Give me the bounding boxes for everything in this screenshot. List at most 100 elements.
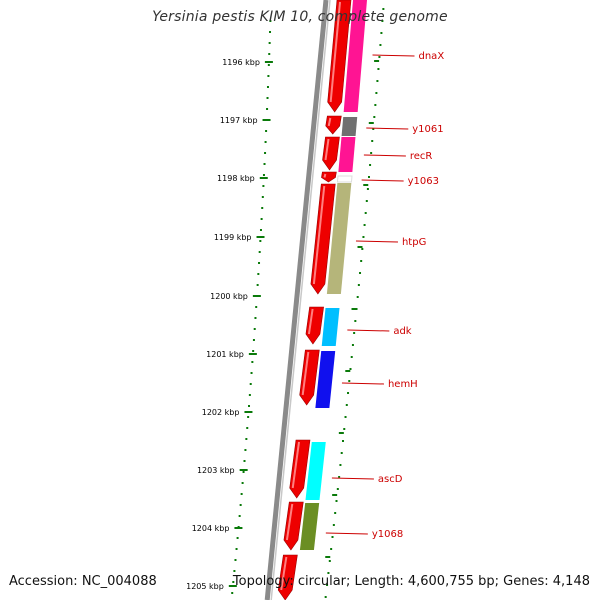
ruler-dot bbox=[258, 251, 261, 253]
outer-dot bbox=[365, 200, 368, 202]
outer-dash bbox=[325, 556, 331, 558]
ruler-dot bbox=[266, 86, 269, 88]
outer-tick-track bbox=[324, 8, 385, 598]
leader-line-ascD bbox=[331, 477, 374, 480]
ruler-major-tick bbox=[256, 236, 265, 238]
accession-label: Accession: NC_004088 bbox=[9, 574, 157, 589]
ruler-dot bbox=[266, 97, 269, 99]
outer-dash bbox=[374, 60, 380, 62]
ruler-dot bbox=[258, 262, 261, 264]
ruler-dot bbox=[236, 537, 239, 539]
genome-backbone bbox=[264, 0, 331, 600]
gene-label-adk: adk bbox=[393, 326, 411, 337]
ruler-dot bbox=[253, 328, 256, 330]
ruler-major-tick bbox=[239, 469, 248, 471]
ruler-dot bbox=[254, 317, 257, 319]
gene-arrow bbox=[289, 439, 311, 499]
ruler-dot bbox=[267, 64, 270, 66]
ruler-dot bbox=[259, 229, 262, 231]
ruler-dot bbox=[259, 240, 262, 242]
kbp-label: 1204 kbp bbox=[192, 524, 230, 533]
gene-arrow-highlight bbox=[312, 185, 326, 285]
ruler-dot bbox=[261, 196, 264, 198]
outer-dot bbox=[330, 548, 333, 550]
kbp-label: 1197 kbp bbox=[220, 116, 258, 125]
outer-dot bbox=[369, 164, 372, 166]
kbp-label: 1200 kbp bbox=[210, 292, 248, 301]
outer-dot bbox=[359, 272, 362, 274]
ruler-dot bbox=[265, 130, 268, 132]
gene-label-y1068: y1068 bbox=[372, 529, 403, 540]
outer-dot bbox=[373, 116, 376, 118]
gene-arrow bbox=[327, 0, 352, 113]
gene-label-leaders: dnaX y1061 recR y1063 htpG adk hemH ascD y1068 bbox=[325, 51, 444, 540]
ruler-dot bbox=[269, 20, 272, 22]
outer-dash bbox=[351, 308, 357, 310]
gene-arrow bbox=[277, 554, 298, 600]
topology-label: Topology: circular; Length: 4,600,755 bp… bbox=[232, 574, 590, 589]
gene-arrow bbox=[299, 349, 320, 406]
leader-line-hemH bbox=[341, 382, 384, 385]
ruler-major-tick bbox=[244, 411, 253, 413]
outer-dot bbox=[366, 188, 369, 190]
gene-block-y1068 bbox=[299, 503, 320, 550]
gene-block-y1061 bbox=[341, 117, 358, 136]
kbp-label: 1203 kbp bbox=[197, 466, 235, 475]
ruler-dot bbox=[264, 152, 267, 154]
ruler-dot bbox=[249, 383, 252, 385]
outer-dot bbox=[376, 80, 379, 82]
ruler-dot bbox=[245, 438, 248, 440]
kbp-ruler: 1196 kbp 1197 kbp 1198 kbp 1199 kbp 1200 kbp… bbox=[186, 20, 273, 594]
outer-dash bbox=[368, 122, 374, 124]
outer-dot bbox=[335, 500, 338, 502]
ruler-major-tick bbox=[252, 295, 261, 297]
outer-dot bbox=[361, 248, 364, 250]
outer-dot bbox=[339, 464, 342, 466]
gene-arrow-highlight bbox=[323, 173, 327, 178]
outer-dot bbox=[381, 20, 384, 22]
backbone-line bbox=[264, 0, 329, 600]
outer-dot bbox=[371, 140, 374, 142]
gene-arrow-highlight bbox=[285, 503, 294, 541]
ruler-major-tick bbox=[234, 527, 243, 529]
gene-block-adk bbox=[321, 308, 340, 346]
gene-block-htpG bbox=[326, 183, 352, 294]
leader-line-y1063 bbox=[361, 179, 404, 182]
outer-dot bbox=[349, 368, 352, 370]
ruler-dot bbox=[231, 592, 234, 594]
gene-label-y1063: y1063 bbox=[408, 176, 439, 187]
gene-block-dnaX bbox=[343, 0, 367, 112]
ruler-dot bbox=[255, 306, 258, 308]
ruler-dot bbox=[243, 460, 246, 462]
outer-dot bbox=[344, 416, 347, 418]
ruler-dot bbox=[250, 372, 253, 374]
gene-arrow-highlight bbox=[301, 351, 310, 396]
gene-color-track bbox=[299, 0, 367, 550]
ruler-dot bbox=[232, 581, 235, 583]
ruler-dot bbox=[235, 548, 238, 550]
ruler-dot bbox=[261, 207, 264, 209]
outer-dot bbox=[353, 332, 356, 334]
ruler-dot bbox=[240, 493, 243, 495]
outer-dot bbox=[354, 320, 357, 322]
outer-dot bbox=[377, 68, 380, 70]
gene-arrow-highlight bbox=[307, 308, 314, 335]
ruler-major-tick bbox=[248, 353, 257, 355]
outer-dot bbox=[327, 572, 330, 574]
kbp-label: 1205 kbp bbox=[186, 582, 224, 591]
ruler-dot bbox=[260, 218, 263, 220]
outer-dot bbox=[363, 224, 366, 226]
outer-dot bbox=[356, 296, 359, 298]
ruler-dot bbox=[262, 174, 265, 176]
gene-arrow-highlight bbox=[280, 556, 288, 591]
gene-block-hemH bbox=[315, 351, 336, 408]
ruler-dot bbox=[266, 108, 269, 110]
leader-line-adk bbox=[347, 329, 390, 332]
outer-dot bbox=[343, 428, 346, 430]
ruler-dot bbox=[248, 394, 251, 396]
outer-dot bbox=[350, 356, 353, 358]
gene-arrow-highlight bbox=[327, 117, 332, 127]
ruler-dot bbox=[256, 284, 259, 286]
ruler-dot bbox=[233, 570, 236, 572]
